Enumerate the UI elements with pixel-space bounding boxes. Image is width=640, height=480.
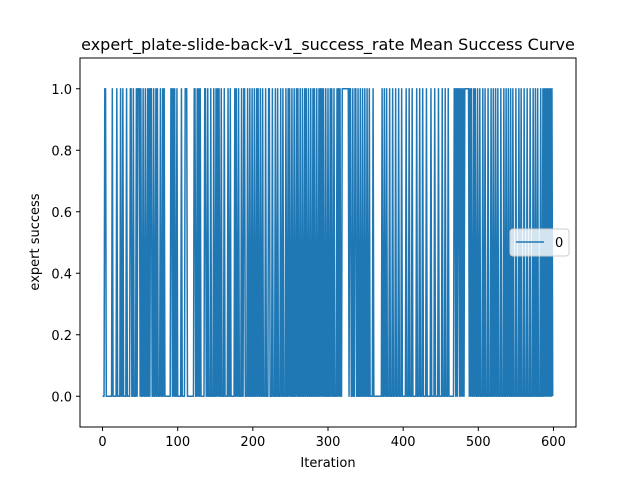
- y-axis-ticks: 0.0 0.2 0.4 0.6 0.8 1.0: [51, 83, 80, 405]
- legend-label: 0: [555, 236, 563, 251]
- y-axis-label: expert success: [28, 193, 43, 290]
- chart-title: expert_plate-slide-back-v1_success_rate …: [81, 35, 575, 55]
- x-axis-ticks: 0 100 200 300 400 500 600: [98, 427, 566, 450]
- legend: 0: [509, 228, 570, 257]
- plot-area: 0 100 200 300 400 500 600 0.0 0.2 0.4 0.6 0.8 1.0: [51, 57, 577, 450]
- x-tick-label: 100: [165, 435, 190, 450]
- x-axis-label: Iteration: [300, 456, 355, 471]
- y-tick-label: 0.4: [51, 267, 72, 282]
- x-tick-label: 400: [391, 435, 416, 450]
- x-tick-label: 300: [316, 435, 341, 450]
- y-tick-label: 0.8: [51, 144, 72, 159]
- series-group: [102, 88, 554, 397]
- x-tick-label: 500: [466, 435, 491, 450]
- y-tick-label: 0.6: [51, 206, 72, 221]
- x-tick-label: 600: [541, 435, 566, 450]
- x-tick-label: 0: [98, 435, 106, 450]
- y-tick-label: 1.0: [51, 83, 72, 98]
- x-tick-label: 200: [240, 435, 265, 450]
- y-tick-label: 0.0: [51, 390, 72, 405]
- series-line-0: [102, 88, 554, 397]
- y-tick-label: 0.2: [51, 329, 72, 344]
